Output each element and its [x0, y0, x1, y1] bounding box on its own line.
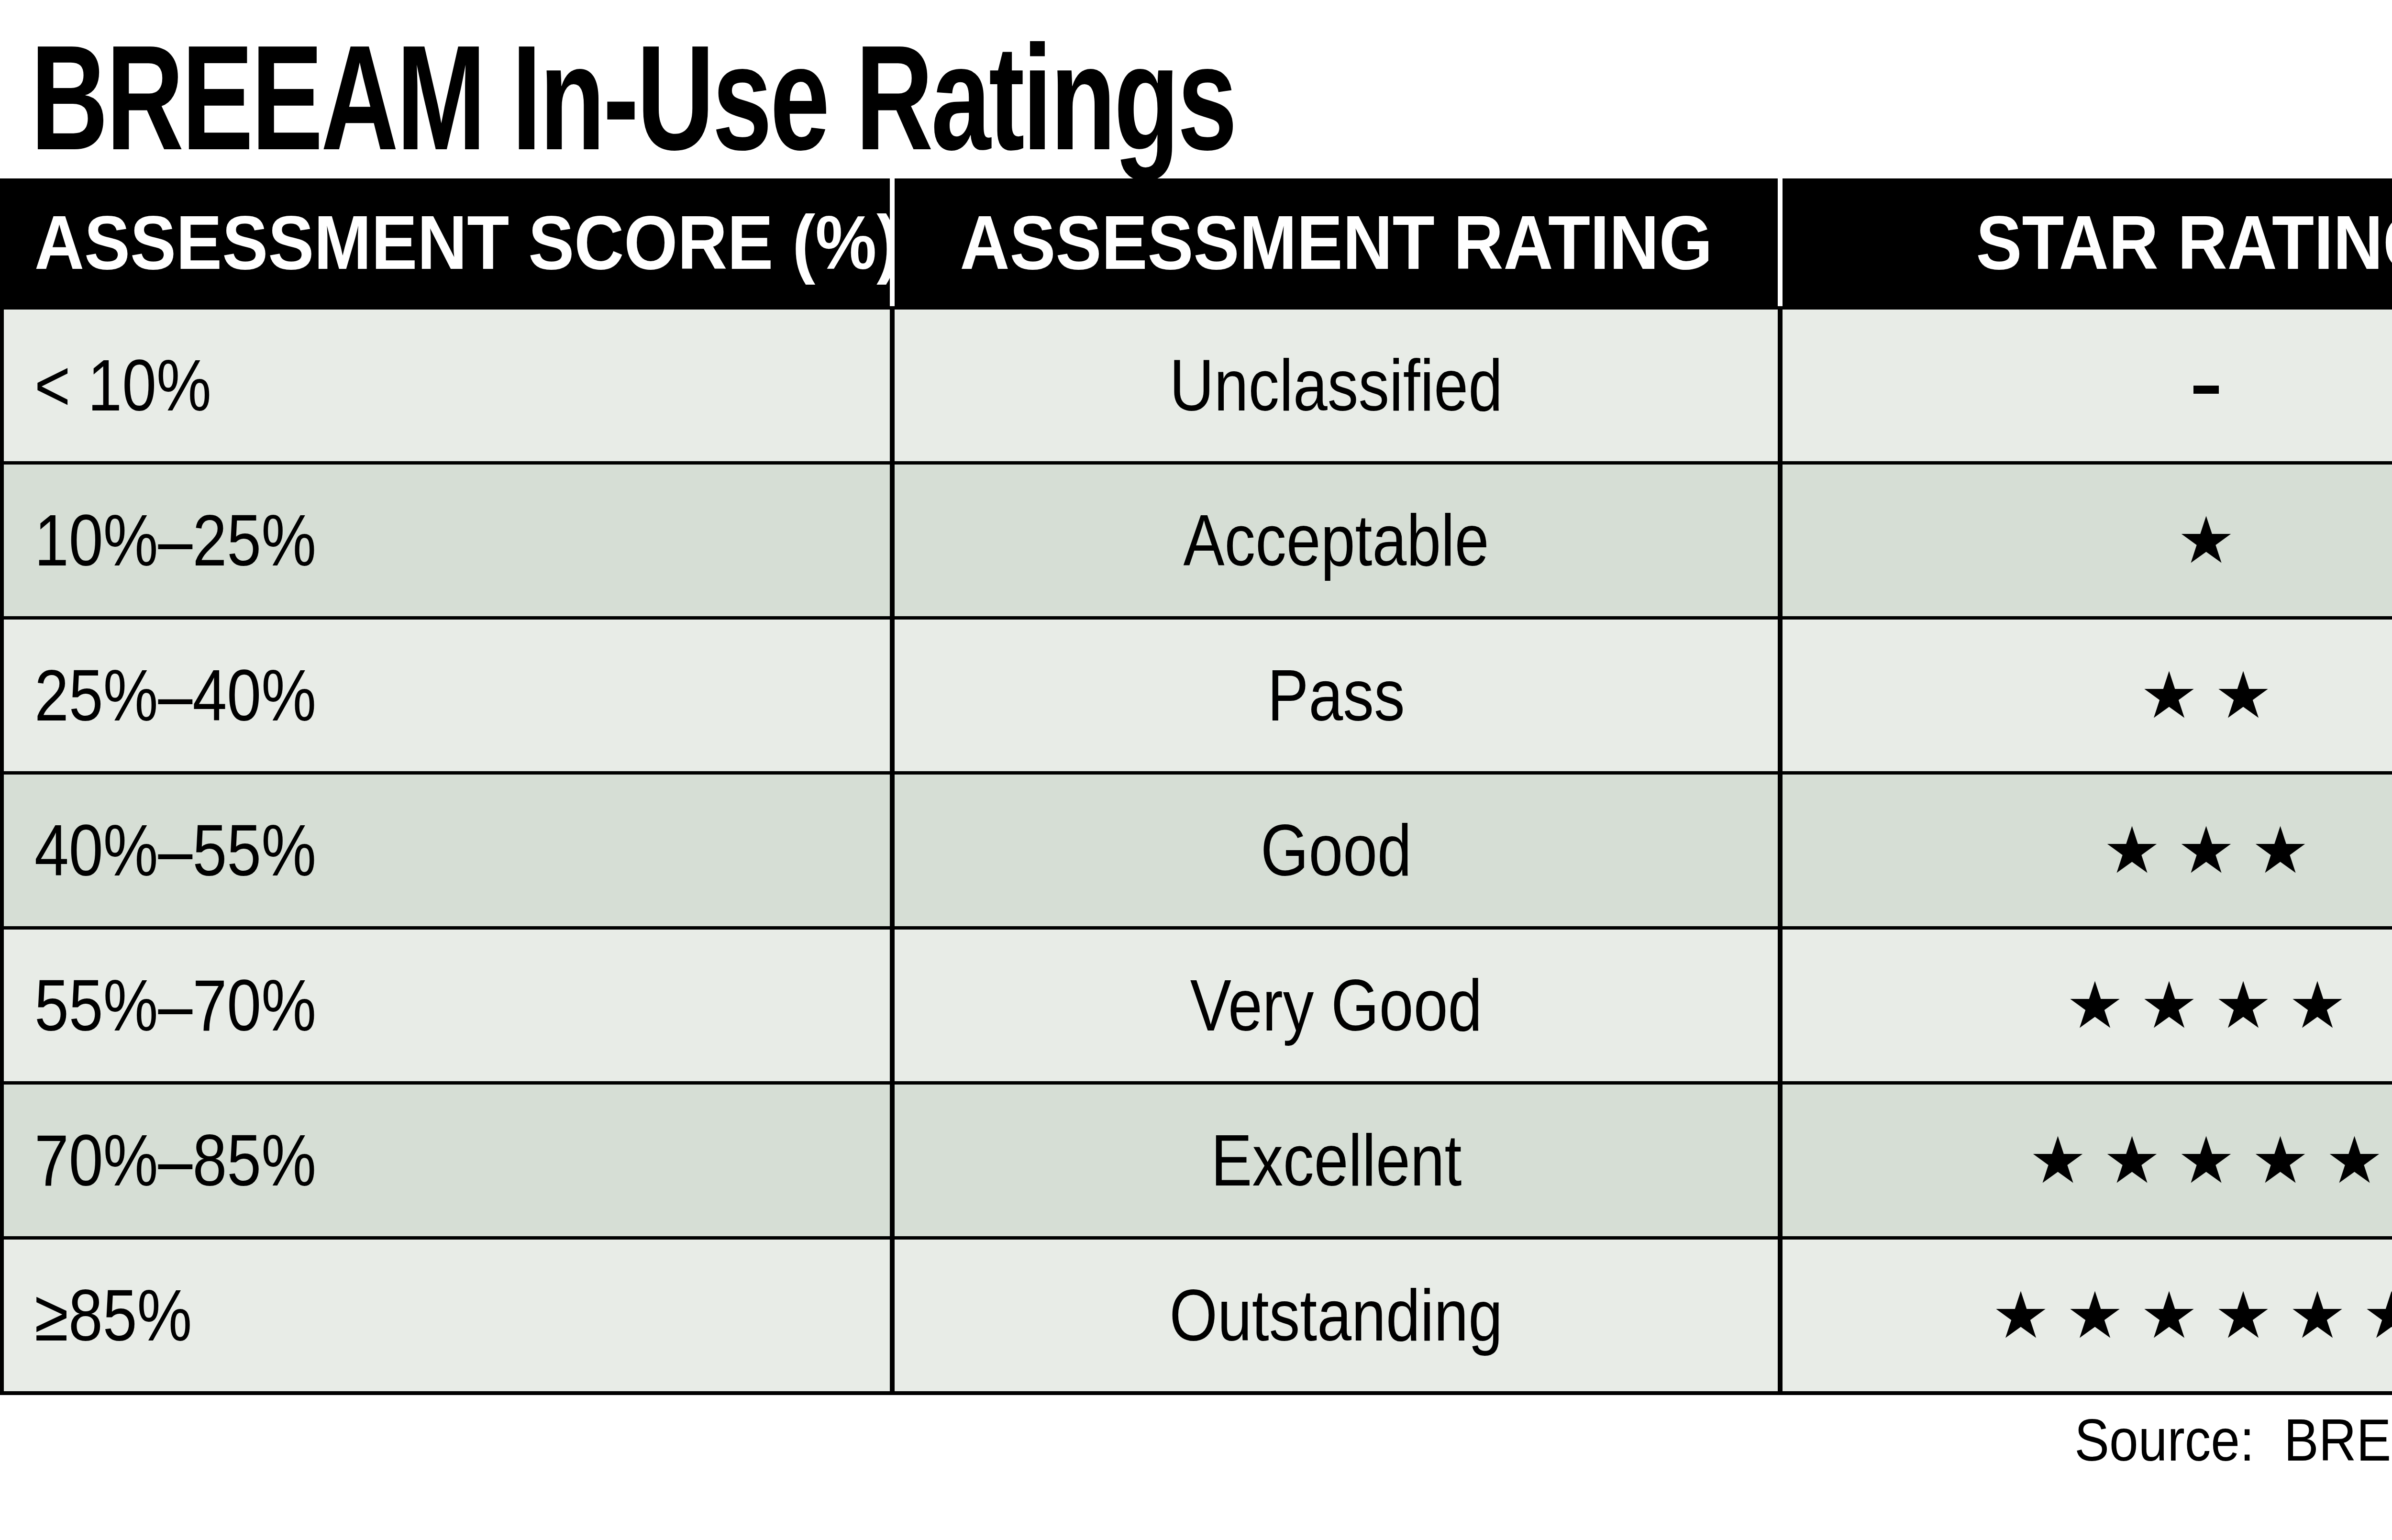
rating-value: Excellent: [1211, 1119, 1462, 1202]
star-icons: ★★★: [2103, 813, 2326, 888]
page-title: BREEAM In-Use Ratings: [31, 23, 1905, 172]
score-cell: 25%–40%: [4, 620, 890, 771]
score-value: ≥85%: [34, 1274, 192, 1357]
star-rating-cell: ★★: [1778, 620, 2392, 771]
rating-cell: Acceptable: [890, 465, 1778, 616]
table-row: < 10% Unclassified –: [4, 306, 2392, 461]
header-assessment-rating-label: ASSESSMENT RATING: [960, 199, 1712, 287]
score-value: 70%–85%: [34, 1119, 316, 1202]
star-rating-cell: ★★★★: [1778, 930, 2392, 1081]
star-icons: ★: [2177, 503, 2251, 578]
star-icons: ★★★★★: [2029, 1123, 2392, 1198]
table-row: ≥85% Outstanding ★★★★★★: [4, 1236, 2392, 1391]
rating-value: Very Good: [1190, 964, 1482, 1047]
table-row: 40%–55% Good ★★★: [4, 771, 2392, 926]
rating-cell: Very Good: [890, 930, 1778, 1081]
score-value: 25%–40%: [34, 654, 316, 737]
star-icons: ★★: [2140, 658, 2288, 733]
table-header-row: ASSESSMENT SCORE (%) ASSESSMENT RATING S…: [4, 178, 2392, 306]
table-body: < 10% Unclassified – 10%–25% Acceptable …: [4, 306, 2392, 1391]
score-value: < 10%: [34, 343, 211, 427]
rating-cell: Excellent: [890, 1085, 1778, 1236]
star-icons: ★★★★: [2066, 968, 2362, 1043]
header-assessment-rating: ASSESSMENT RATING: [890, 178, 1778, 306]
star-icons: –: [2190, 348, 2239, 423]
rating-cell: Outstanding: [890, 1240, 1778, 1391]
source-attribution: Source: BREEAM USA: [2074, 1405, 2392, 1476]
source-label: Source:: [2074, 1407, 2254, 1473]
header-star-rating: STAR RATING: [1778, 178, 2392, 306]
table-row: 70%–85% Excellent ★★★★★: [4, 1081, 2392, 1236]
star-rating-cell: ★★★★★: [1778, 1085, 2392, 1236]
score-cell: ≥85%: [4, 1240, 890, 1391]
rating-value: Good: [1261, 809, 1412, 892]
rating-value: Acceptable: [1183, 499, 1489, 582]
rating-cell: Pass: [890, 620, 1778, 771]
score-value: 40%–55%: [34, 809, 316, 892]
score-cell: 55%–70%: [4, 930, 890, 1081]
score-cell: 40%–55%: [4, 775, 890, 926]
rating-cell: Good: [890, 775, 1778, 926]
table-row: 25%–40% Pass ★★: [4, 616, 2392, 771]
table-row: 10%–25% Acceptable ★: [4, 461, 2392, 616]
rating-value: Unclassified: [1170, 343, 1503, 427]
star-rating-cell: ★★★★★★: [1778, 1240, 2392, 1391]
score-value: 55%–70%: [34, 964, 316, 1047]
header-assessment-score-label: ASSESSMENT SCORE (%): [34, 199, 890, 287]
rating-value: Outstanding: [1170, 1274, 1503, 1357]
source-value: BREEAM USA: [2283, 1407, 2392, 1473]
header-star-rating-label: STAR RATING: [1976, 199, 2392, 287]
star-rating-cell: –: [1778, 310, 2392, 461]
star-rating-cell: ★: [1778, 465, 2392, 616]
score-cell: < 10%: [4, 310, 890, 461]
score-cell: 10%–25%: [4, 465, 890, 616]
rating-cell: Unclassified: [890, 310, 1778, 461]
score-cell: 70%–85%: [4, 1085, 890, 1236]
score-value: 10%–25%: [34, 499, 316, 582]
ratings-table: ASSESSMENT SCORE (%) ASSESSMENT RATING S…: [0, 178, 2392, 1395]
star-rating-cell: ★★★: [1778, 775, 2392, 926]
rating-value: Pass: [1267, 654, 1405, 737]
header-assessment-score: ASSESSMENT SCORE (%): [4, 178, 890, 306]
star-icons: ★★★★★★: [1992, 1278, 2392, 1353]
table-row: 55%–70% Very Good ★★★★: [4, 926, 2392, 1081]
